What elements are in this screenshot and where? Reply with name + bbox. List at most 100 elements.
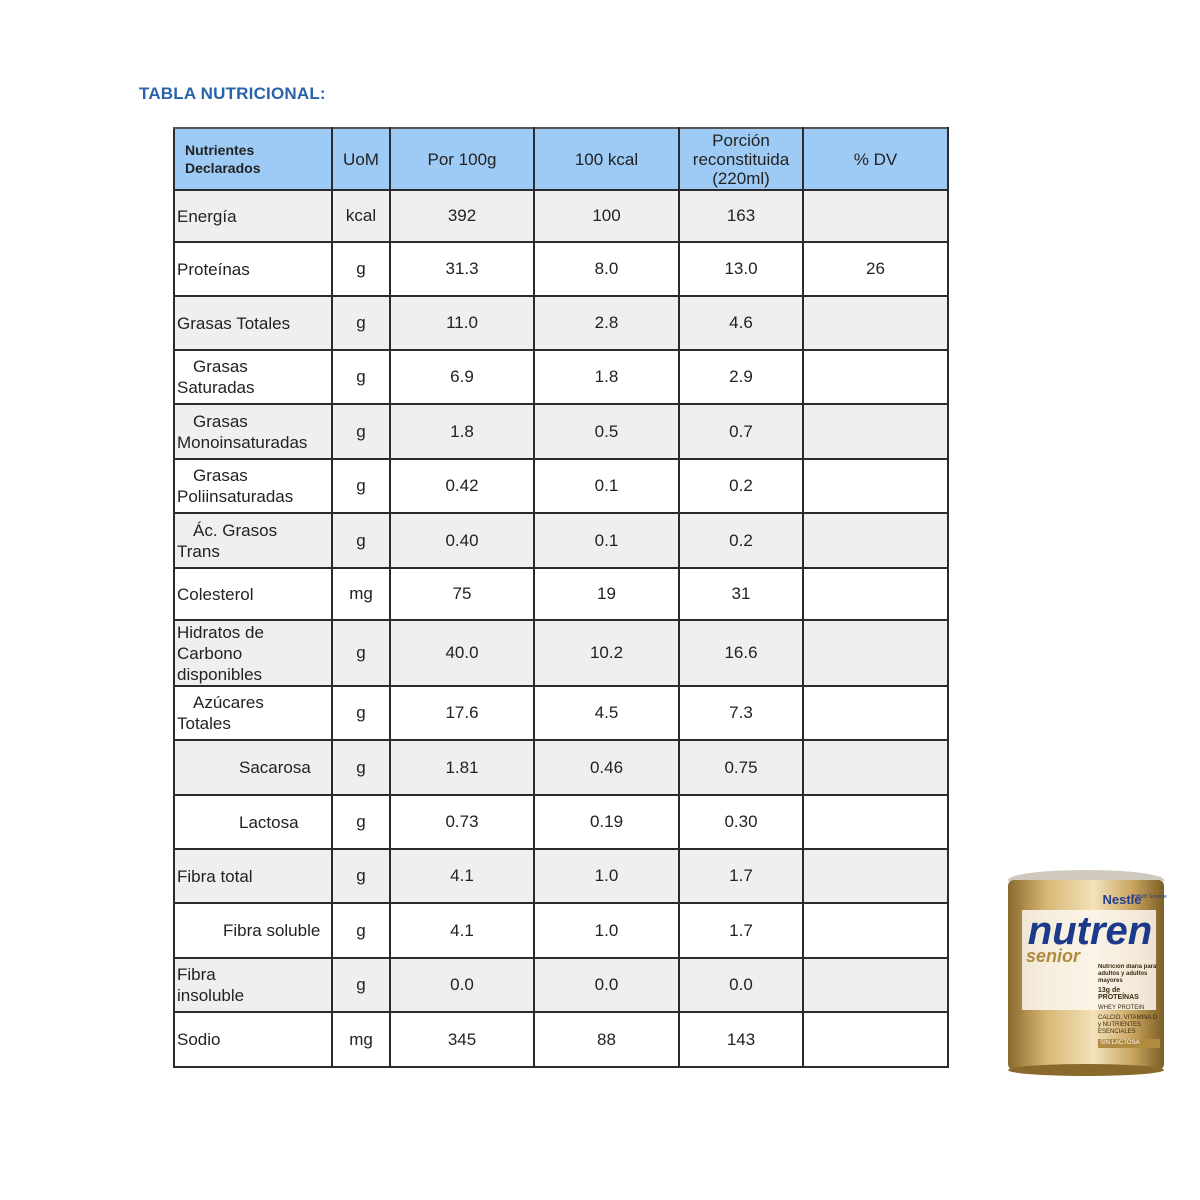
badge: WHEY PROTEIN <box>1098 1005 1145 1011</box>
table-row: Ác. Grasos Trans g 0.40 0.1 0.2 <box>173 512 949 569</box>
table-cell: 31 <box>678 567 804 621</box>
table-cell: Grasas Monoinsaturadas <box>173 403 333 460</box>
table-cell: Grasas Totales <box>173 295 333 351</box>
table-cell: 2.9 <box>678 349 804 405</box>
table-cell: 0.19 <box>533 794 680 850</box>
table-cell: Grasas Saturadas <box>173 349 333 405</box>
table-cell: Grasas Poliinsaturadas <box>173 458 333 514</box>
nutrition-table: Nutrientes Declarados UoM Por 100g 100 kcal… <box>173 127 949 1068</box>
table-cell: 26 <box>802 241 949 297</box>
table-cell: 143 <box>678 1011 804 1068</box>
table-cell: g <box>331 349 391 405</box>
table-cell <box>802 512 949 569</box>
table-row: Azúcares Totales g 17.6 4.5 7.3 <box>173 685 949 741</box>
table-cell: g <box>331 241 391 297</box>
table-cell: g <box>331 848 391 904</box>
table-cell: 11.0 <box>389 295 535 351</box>
label-band <box>1022 910 1156 1010</box>
table-cell: 10.2 <box>533 619 680 687</box>
table-cell: 0.73 <box>389 794 535 850</box>
badge: CALCIO, VITAMINA D y NUTRIENTES ESENCIAL… <box>1098 1015 1158 1035</box>
table-cell: 0.42 <box>389 458 535 514</box>
table-cell <box>802 957 949 1013</box>
table-cell: 1.81 <box>389 739 535 796</box>
table-cell: 1.0 <box>533 848 680 904</box>
table-cell: g <box>331 403 391 460</box>
table-cell <box>802 685 949 741</box>
column-header: Por 100g <box>389 127 535 191</box>
table-cell: 100 <box>533 189 680 243</box>
table-cell: 1.7 <box>678 848 804 904</box>
table-row: Fibra soluble g 4.1 1.0 1.7 <box>173 902 949 959</box>
product-name: nutren <box>1028 909 1152 953</box>
table-cell: 2.8 <box>533 295 680 351</box>
table-cell: Sacarosa <box>173 739 333 796</box>
table-cell: g <box>331 295 391 351</box>
table-cell: g <box>331 794 391 850</box>
table-row: Colesterol mg 75 19 31 <box>173 567 949 621</box>
table-cell: 4.6 <box>678 295 804 351</box>
table-cell: 0.2 <box>678 512 804 569</box>
table-cell: 0.0 <box>533 957 680 1013</box>
table-cell: Lactosa <box>173 794 333 850</box>
brand: Nestlé <box>1102 892 1141 907</box>
table-cell: g <box>331 619 391 687</box>
table-cell <box>802 848 949 904</box>
table-cell: 0.30 <box>678 794 804 850</box>
table-cell: 0.0 <box>678 957 804 1013</box>
table-cell: 1.0 <box>533 902 680 959</box>
product-line: senior <box>1026 946 1081 966</box>
table-cell: 0.7 <box>678 403 804 460</box>
table-cell <box>802 902 949 959</box>
column-header: UoM <box>331 127 391 191</box>
table-cell: Azúcares Totales <box>173 685 333 741</box>
table-cell: 1.8 <box>389 403 535 460</box>
table-row: Fibra total g 4.1 1.0 1.7 <box>173 848 949 904</box>
table-cell <box>802 189 949 243</box>
table-cell: Hidratos de Carbono disponibles <box>173 619 333 687</box>
table-cell: g <box>331 739 391 796</box>
page-title: TABLA NUTRICIONAL: <box>139 84 326 103</box>
table-cell: 7.3 <box>678 685 804 741</box>
table-cell: 8.0 <box>533 241 680 297</box>
table-cell: 75 <box>389 567 535 621</box>
table-cell: Proteínas <box>173 241 333 297</box>
table-cell <box>802 739 949 796</box>
column-header: 100 kcal <box>533 127 680 191</box>
table-cell: Colesterol <box>173 567 333 621</box>
table-row: Fibra insoluble g 0.0 0.0 0.0 <box>173 957 949 1013</box>
header-row: Nutrientes Declarados UoM Por 100g 100 kcal… <box>173 127 949 191</box>
table-row: Energía kcal 392 100 163 <box>173 189 949 243</box>
table-cell: 0.1 <box>533 458 680 514</box>
table-cell <box>802 567 949 621</box>
table-cell: 4.5 <box>533 685 680 741</box>
table-cell: Fibra soluble <box>173 902 333 959</box>
table-row: Grasas Saturadas g 6.9 1.8 2.9 <box>173 349 949 405</box>
table-cell: kcal <box>331 189 391 243</box>
table-cell: 0.40 <box>389 512 535 569</box>
table-cell: Ác. Grasos Trans <box>173 512 333 569</box>
table-cell: 6.9 <box>389 349 535 405</box>
table-cell: Fibra total <box>173 848 333 904</box>
claim: Nutrición diaria para adultos y adultos … <box>1098 964 1157 984</box>
table-cell: 31.3 <box>389 241 535 297</box>
table-cell <box>802 349 949 405</box>
column-header: Nutrientes Declarados <box>173 127 333 191</box>
can-bottom <box>1008 1064 1164 1076</box>
table-body: Energía kcal 392 100 163 Proteínas g 31.3 8.0 13.… <box>173 189 949 1068</box>
protein: 13g de PROTEÍNAS <box>1098 987 1139 1001</box>
table-cell: 0.1 <box>533 512 680 569</box>
table-cell: 4.1 <box>389 848 535 904</box>
table-cell: g <box>331 685 391 741</box>
table-cell: 1.7 <box>678 902 804 959</box>
table-cell: mg <box>331 1011 391 1068</box>
table-cell: 163 <box>678 189 804 243</box>
table-cell: 345 <box>389 1011 535 1068</box>
table-cell: 17.6 <box>389 685 535 741</box>
table-cell: mg <box>331 567 391 621</box>
table-cell: g <box>331 512 391 569</box>
table-cell: Fibra insoluble <box>173 957 333 1013</box>
table-cell: 88 <box>533 1011 680 1068</box>
table-cell <box>802 794 949 850</box>
